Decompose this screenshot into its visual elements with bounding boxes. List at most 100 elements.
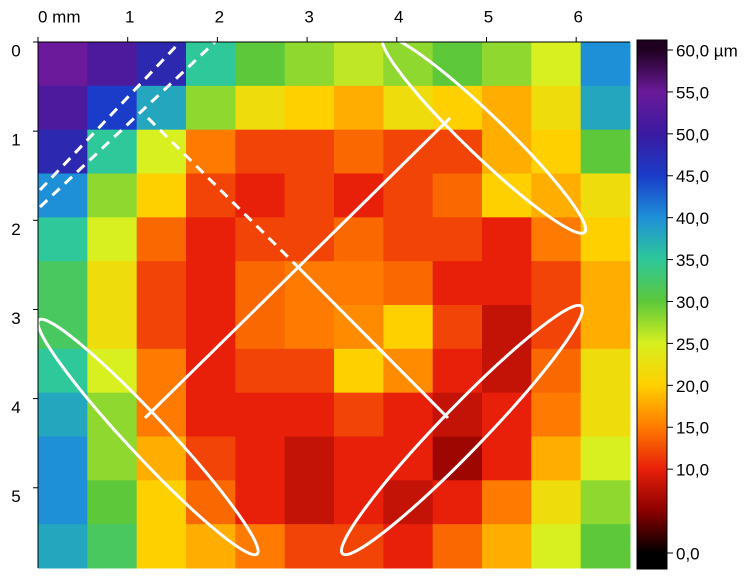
- heat-cell: [284, 129, 335, 174]
- heat-cell: [531, 173, 582, 218]
- heat-cell: [87, 129, 138, 174]
- heat-cell: [383, 348, 434, 394]
- heat-cell: [136, 42, 187, 87]
- heat-cell: [87, 524, 138, 569]
- heat-cell: [482, 305, 532, 350]
- colorbar-tick-label: 15,0: [676, 419, 709, 438]
- colorbar-bottom-cap: [637, 553, 667, 569]
- heat-cell: [87, 305, 138, 350]
- heat-cell: [38, 217, 88, 262]
- heat-cell: [87, 261, 138, 306]
- heat-cell: [284, 436, 335, 481]
- heat-cell: [580, 524, 631, 569]
- heat-cell: [186, 261, 236, 306]
- heat-cell: [531, 129, 582, 174]
- heat-cell: [383, 392, 434, 437]
- heat-cell: [136, 480, 187, 525]
- ellipse: [339, 303, 585, 557]
- heat-cell: [432, 392, 483, 437]
- colorbar-tick-label: 60,0 µm: [676, 41, 738, 60]
- colorbar-frame: [636, 39, 668, 570]
- heat-cell: [580, 305, 631, 350]
- heat-cell: [432, 85, 483, 131]
- heat-cell: [136, 305, 187, 350]
- colorbar-ramp: [637, 50, 667, 553]
- heat-cell: [580, 42, 631, 87]
- colorbar-top-cap: [637, 40, 667, 50]
- x-tick-label: 4: [394, 7, 403, 26]
- heat-cell: [383, 524, 434, 569]
- heat-cell: [334, 261, 384, 306]
- dashed-line: [146, 116, 298, 267]
- heat-cell: [482, 217, 532, 262]
- heat-cell: [235, 348, 286, 394]
- x-tick-label: 6: [573, 7, 582, 26]
- y-tick-label: 4: [11, 398, 20, 417]
- ellipse: [380, 35, 588, 235]
- heat-cell: [38, 348, 88, 394]
- heat-cell: [432, 524, 483, 569]
- heat-cell: [383, 480, 434, 525]
- heat-cell: [531, 436, 582, 481]
- heat-cell: [383, 42, 434, 87]
- colorbar-tick-label: 30,0: [676, 293, 709, 312]
- colorbar-tick-label: 0,0: [676, 544, 700, 563]
- y-tick-label: 1: [11, 131, 20, 150]
- heat-cell: [235, 261, 286, 306]
- heat-cell: [334, 173, 384, 218]
- colorbar: 60,0 µm 55,0 50,0 45,0 40,0 35,0 30,0 25,0 20,0 1…: [636, 39, 738, 570]
- heat-cell: [87, 436, 138, 481]
- heat-cell: [531, 217, 582, 262]
- heat-cell: [87, 480, 138, 525]
- heat-cell: [531, 524, 582, 569]
- colorbar-tick-label: 20,0: [676, 377, 709, 396]
- colorbar-tick-label: 50,0: [676, 125, 709, 144]
- heat-cell: [482, 261, 532, 306]
- annotation-overlay: [36, 35, 588, 557]
- heat-cell: [531, 261, 582, 306]
- heat-cell: [186, 305, 236, 350]
- heat-cell: [136, 261, 187, 306]
- heat-cell: [235, 480, 286, 525]
- heat-cell: [38, 42, 88, 87]
- heat-cell: [87, 392, 138, 437]
- heat-cell: [580, 348, 631, 394]
- heat-cell: [38, 480, 88, 525]
- heat-cell: [383, 129, 434, 174]
- heat-cell: [580, 392, 631, 437]
- line: [143, 116, 452, 420]
- heat-cell: [531, 42, 582, 87]
- heat-cell: [186, 392, 236, 437]
- heat-cell: [284, 392, 335, 437]
- heat-cell: [482, 436, 532, 481]
- heat-cell: [235, 392, 286, 437]
- x-tick-label: 2: [215, 7, 224, 26]
- heat-cell: [186, 217, 236, 262]
- colorbar-tick-label: 40,0: [676, 209, 709, 228]
- colorbar-tick-label: 10,0: [676, 461, 709, 480]
- heat-cell: [580, 217, 631, 262]
- heat-cell: [482, 85, 532, 131]
- heat-cell: [186, 42, 236, 87]
- line: [294, 263, 450, 420]
- heat-cell: [432, 436, 483, 481]
- heatmap: [38, 42, 631, 569]
- heat-cell: [87, 42, 138, 87]
- heat-cell: [186, 524, 236, 569]
- heat-cell: [136, 129, 187, 174]
- heat-cell: [235, 436, 286, 481]
- heat-cell: [383, 173, 434, 218]
- heat-cell: [334, 85, 384, 131]
- heat-cell: [531, 480, 582, 525]
- heat-cell: [432, 42, 483, 87]
- heat-cell: [284, 348, 335, 394]
- heat-cell: [432, 217, 483, 262]
- heat-cell: [186, 85, 236, 131]
- x-tick-label: 0 mm: [38, 7, 81, 26]
- heat-cell: [38, 129, 88, 174]
- heat-cell: [284, 173, 335, 218]
- heat-cell: [580, 480, 631, 525]
- y-tick-label: 0: [11, 41, 20, 60]
- heat-cell: [87, 173, 138, 218]
- heat-cell: [432, 480, 483, 525]
